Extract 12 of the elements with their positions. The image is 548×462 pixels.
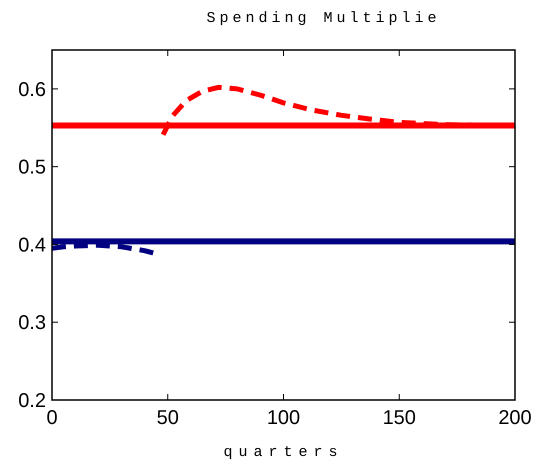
chart-title: Spending Multiplie [206,10,441,27]
x-tick-label: 50 [156,407,179,429]
y-tick-label: 0.2 [18,390,46,412]
x-axis-title: quarters [223,444,344,461]
x-tick-label: 200 [498,407,532,429]
y-tick-label: 0.3 [18,312,46,334]
y-tick-label: 0.6 [18,78,46,101]
x-tick-label: 100 [266,407,300,429]
y-tick-label: 0.5 [18,156,46,179]
x-tick-label: 0 [46,407,58,429]
x-tick-label: 150 [382,407,416,429]
y-tick-label: 0.4 [18,234,46,256]
